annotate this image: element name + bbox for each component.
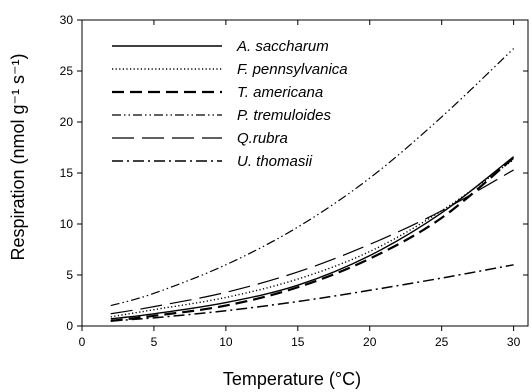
y-tick-label: 5 bbox=[66, 268, 73, 282]
series-line bbox=[110, 169, 514, 315]
series-line bbox=[110, 156, 515, 320]
x-tick-label: 0 bbox=[79, 335, 86, 349]
y-tick-label: 0 bbox=[66, 319, 73, 333]
x-tick-label: 25 bbox=[435, 335, 449, 349]
x-tick-label: 30 bbox=[507, 335, 521, 349]
legend-label: U. thomasii bbox=[237, 153, 313, 170]
x-tick-label: 20 bbox=[363, 335, 377, 349]
x-tick-label: 5 bbox=[151, 335, 158, 349]
x-axis-ticks: 0 5 10 15 20 25 30 bbox=[79, 20, 521, 349]
series-line bbox=[110, 264, 514, 322]
legend-label: A. saccharum bbox=[236, 38, 329, 55]
legend-label: T. americana bbox=[237, 84, 323, 101]
x-axis-title: Temperature (°C) bbox=[223, 369, 361, 389]
legend-label: F. pennsylvanica bbox=[237, 61, 348, 78]
x-tick-label: 10 bbox=[219, 335, 233, 349]
legend-label: P. tremuloides bbox=[237, 107, 331, 124]
y-tick-label: 30 bbox=[60, 13, 74, 27]
series-line bbox=[110, 159, 515, 318]
legend: A. saccharum F. pennsylvanica T. americana… bbox=[112, 38, 348, 170]
series-line bbox=[110, 156, 515, 322]
y-tick-label: 20 bbox=[60, 115, 74, 129]
legend-label: Q.rubra bbox=[237, 130, 288, 147]
y-tick-label: 15 bbox=[60, 166, 74, 180]
series-layer bbox=[110, 48, 515, 322]
y-tick-label: 25 bbox=[60, 64, 74, 78]
x-tick-label: 15 bbox=[291, 335, 305, 349]
y-axis-ticks: 0 5 10 15 20 25 30 bbox=[60, 13, 528, 333]
y-axis-title: Respiration (nmol g⁻¹ s⁻¹) bbox=[8, 53, 28, 260]
y-tick-label: 10 bbox=[60, 217, 74, 231]
series-line bbox=[110, 48, 515, 307]
